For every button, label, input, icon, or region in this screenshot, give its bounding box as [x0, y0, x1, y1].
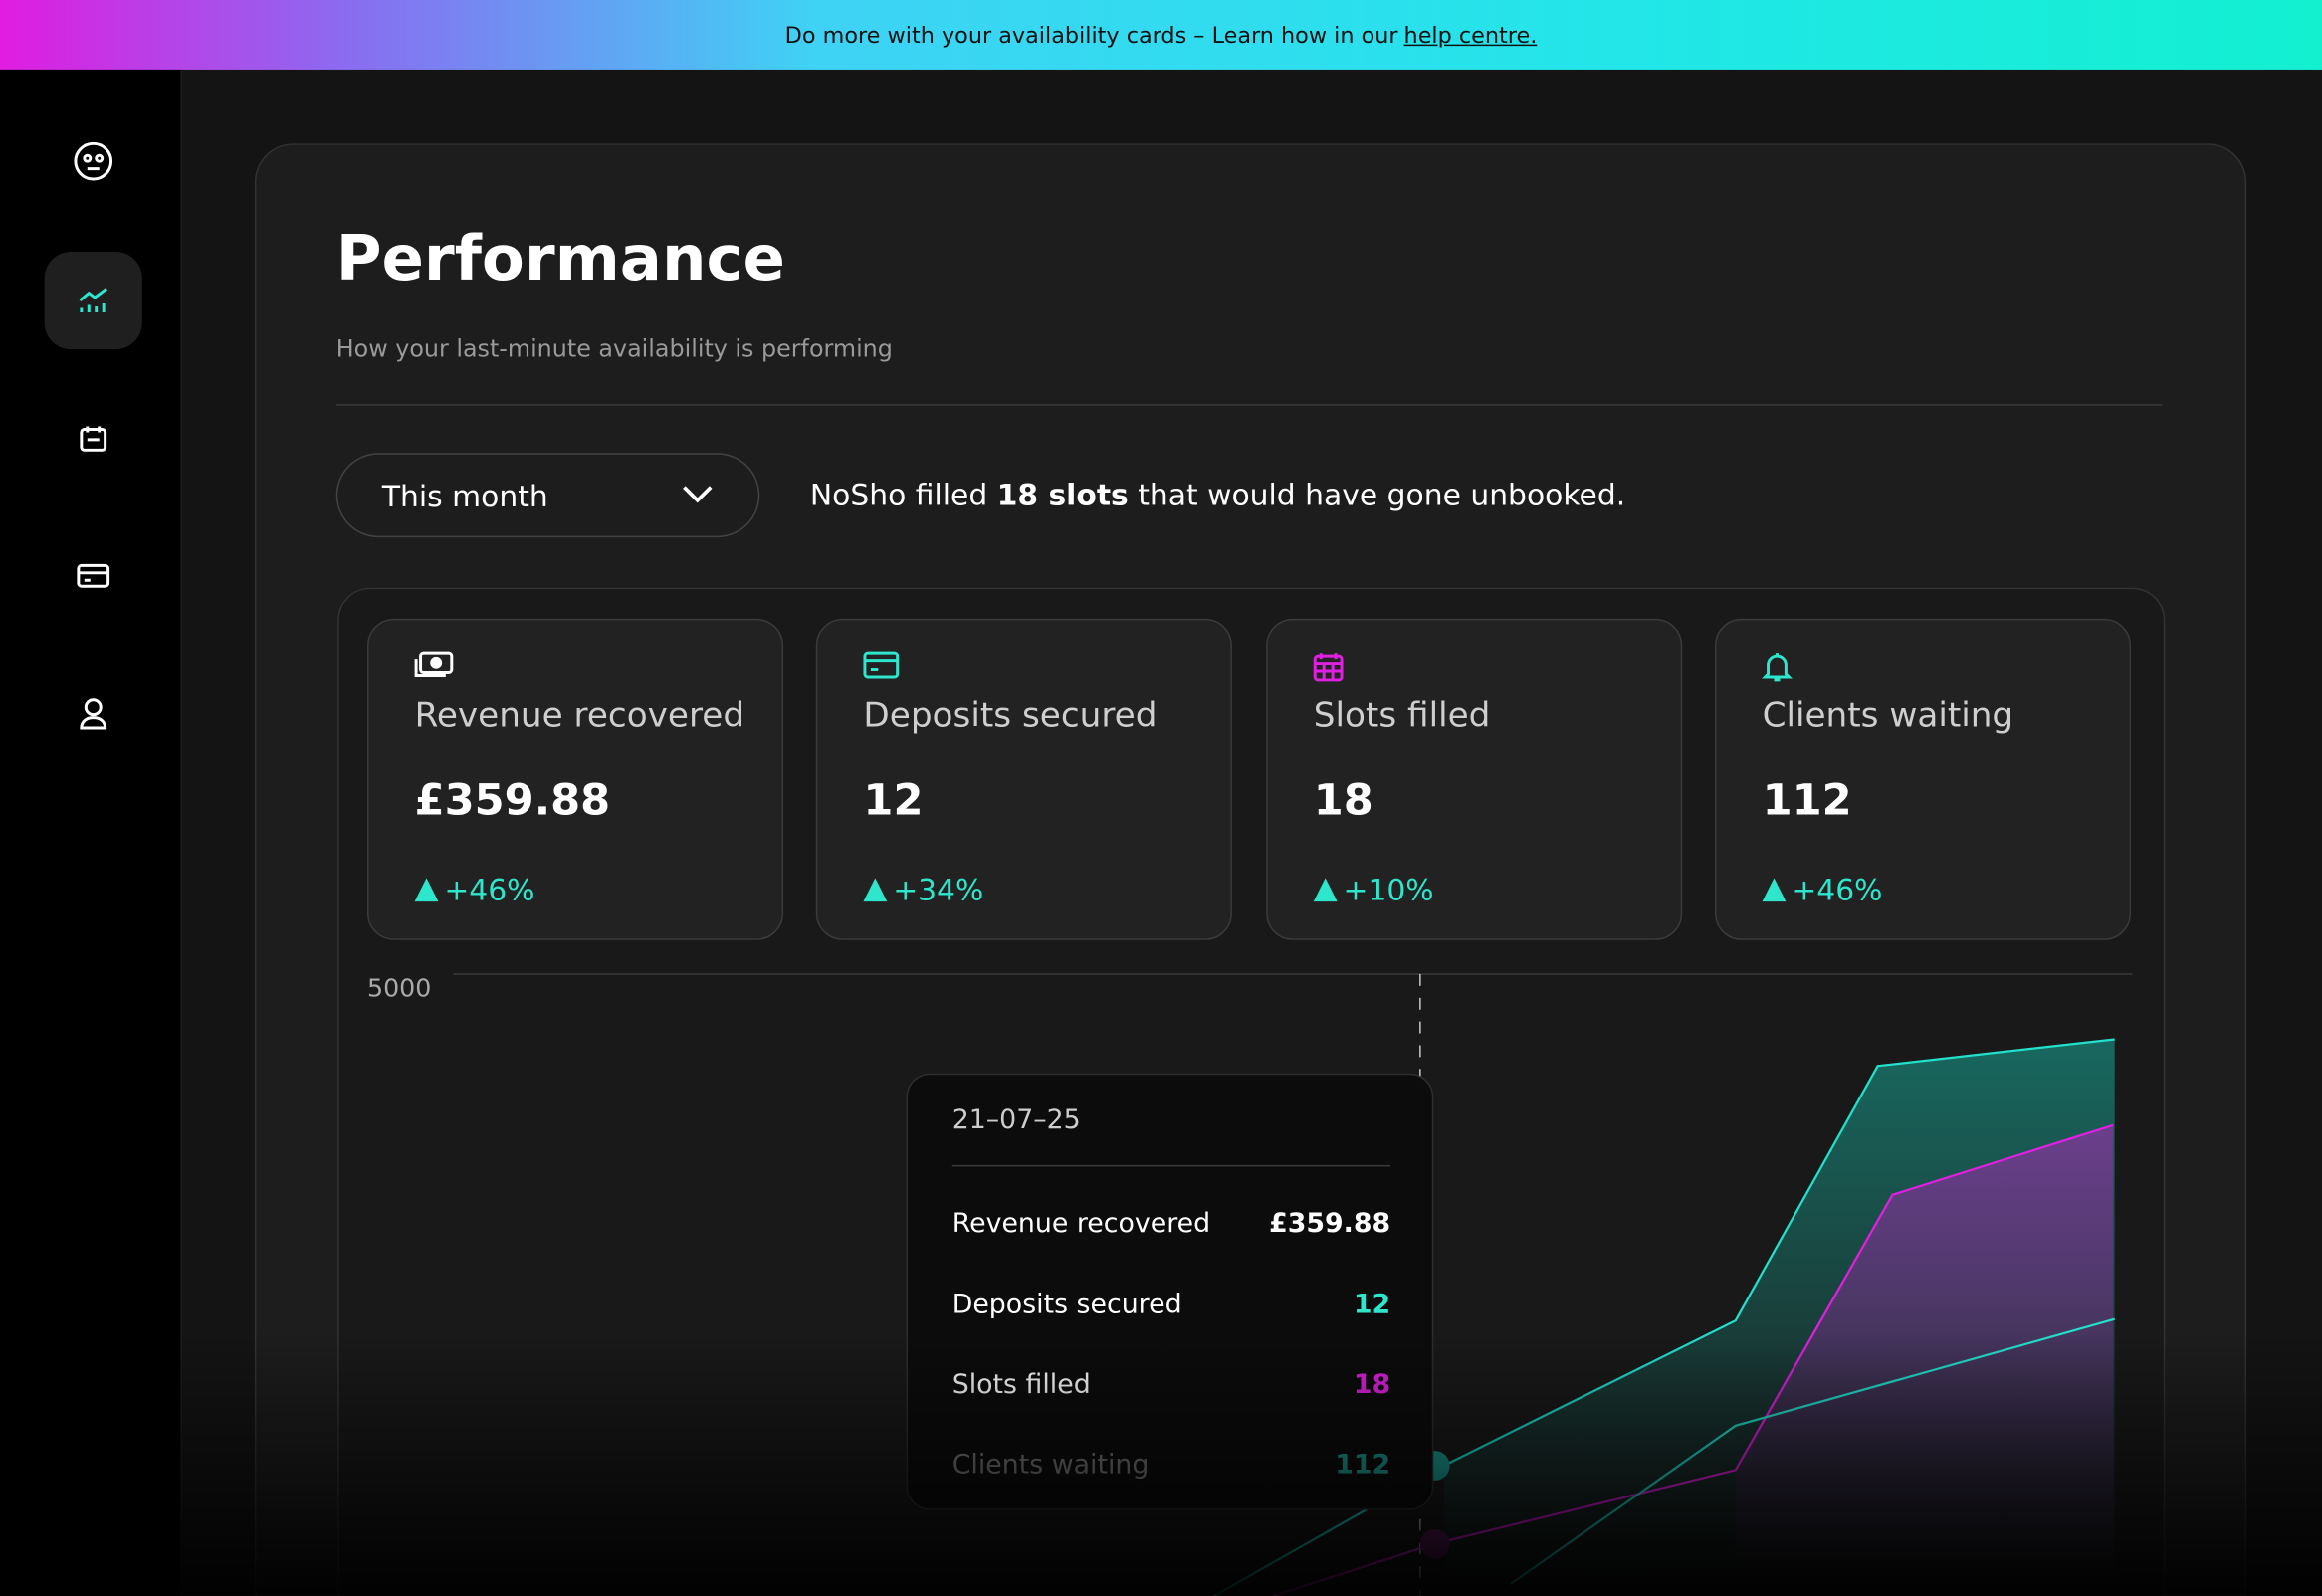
tooltip-label: Slots filled	[951, 1369, 1091, 1401]
tooltip-row: Revenue recovered £359.88	[952, 1208, 1390, 1239]
card-change: +34%	[863, 872, 983, 907]
card-label: Revenue recovered	[414, 697, 745, 736]
stat-card: Revenue recovered £359.88 +46%	[366, 618, 784, 940]
nav-cards[interactable]	[45, 527, 142, 625]
point	[1419, 1528, 1450, 1559]
y-tick-label: 5000	[366, 974, 432, 1004]
up-arrow	[863, 878, 888, 902]
summary: NoSho filled 18 slots that would have go…	[810, 477, 1625, 512]
nav-performance[interactable]	[44, 251, 142, 350]
tooltip-row: Slots filled 18	[952, 1369, 1390, 1400]
help-link[interactable]: help centre.	[1403, 21, 1538, 49]
card-icon	[862, 650, 901, 686]
card-change: +46%	[414, 872, 535, 908]
card-icon	[1312, 650, 1345, 689]
tooltip-value: 112	[1335, 1449, 1391, 1481]
nav-calendar[interactable]	[45, 389, 142, 487]
stat-card: Deposits secured 12 +34%	[815, 618, 1232, 940]
period-dropdown[interactable]: This month	[335, 453, 760, 538]
summary-text: NoSho filled	[809, 477, 988, 512]
tooltip-label: Deposits secured	[951, 1289, 1182, 1321]
card-value: £359.88	[414, 774, 611, 825]
up-arrow	[1313, 878, 1338, 902]
tooltip: 21–07–25 Revenue recovered £359.88 Deposit…	[906, 1073, 1434, 1510]
card-label: Slots filled	[1313, 697, 1491, 736]
tooltip-row: Deposits secured 12	[952, 1290, 1390, 1320]
stat-card: Slots filled 18 +10%	[1266, 618, 1683, 940]
page-title: Performance	[335, 222, 785, 296]
logo[interactable]	[45, 112, 142, 210]
up-arrow	[414, 878, 439, 902]
tooltip-label: Clients waiting	[951, 1449, 1150, 1481]
change-text: +46%	[1792, 872, 1883, 908]
tooltip-date: 21–07–25	[951, 1103, 1081, 1136]
change-text: +10%	[1343, 872, 1434, 908]
page-subtitle: How your last-minute availability is per…	[335, 334, 893, 363]
banner: Do more with your availability cards – L…	[0, 0, 2322, 70]
card-label: Clients waiting	[1762, 697, 2014, 736]
banner-text: Do more with your availability cards – L…	[784, 21, 1398, 49]
tooltip-value: 18	[1353, 1369, 1391, 1401]
nav-profile[interactable]	[45, 665, 142, 762]
card-value: 112	[1762, 774, 1852, 825]
stat-card: Clients waiting 112 +46%	[1714, 618, 2132, 940]
card-change: +10%	[1313, 872, 1434, 908]
tooltip-row: Clients waiting 112	[952, 1450, 1390, 1481]
divider	[951, 1164, 1391, 1167]
change-text: +34%	[893, 872, 984, 908]
card-value: 18	[1313, 774, 1373, 825]
change-text: +46%	[444, 872, 535, 908]
tooltip-label: Revenue recovered	[951, 1208, 1211, 1240]
card-icon	[413, 650, 455, 686]
card-change: +46%	[1762, 872, 1883, 908]
card-icon	[1761, 650, 1794, 689]
tooltip-value: £359.88	[1269, 1208, 1391, 1240]
up-arrow	[1762, 878, 1787, 902]
tooltip-value: 12	[1353, 1289, 1391, 1321]
chevron	[683, 486, 713, 503]
summary-text: that would have gone unbooked.	[1138, 477, 1626, 512]
card-value: 12	[863, 774, 924, 825]
divider	[335, 404, 2163, 406]
summary-highlight: 18 slots	[996, 477, 1129, 512]
card-label: Deposits secured	[863, 697, 1158, 736]
dropdown-label: This month	[381, 477, 548, 513]
